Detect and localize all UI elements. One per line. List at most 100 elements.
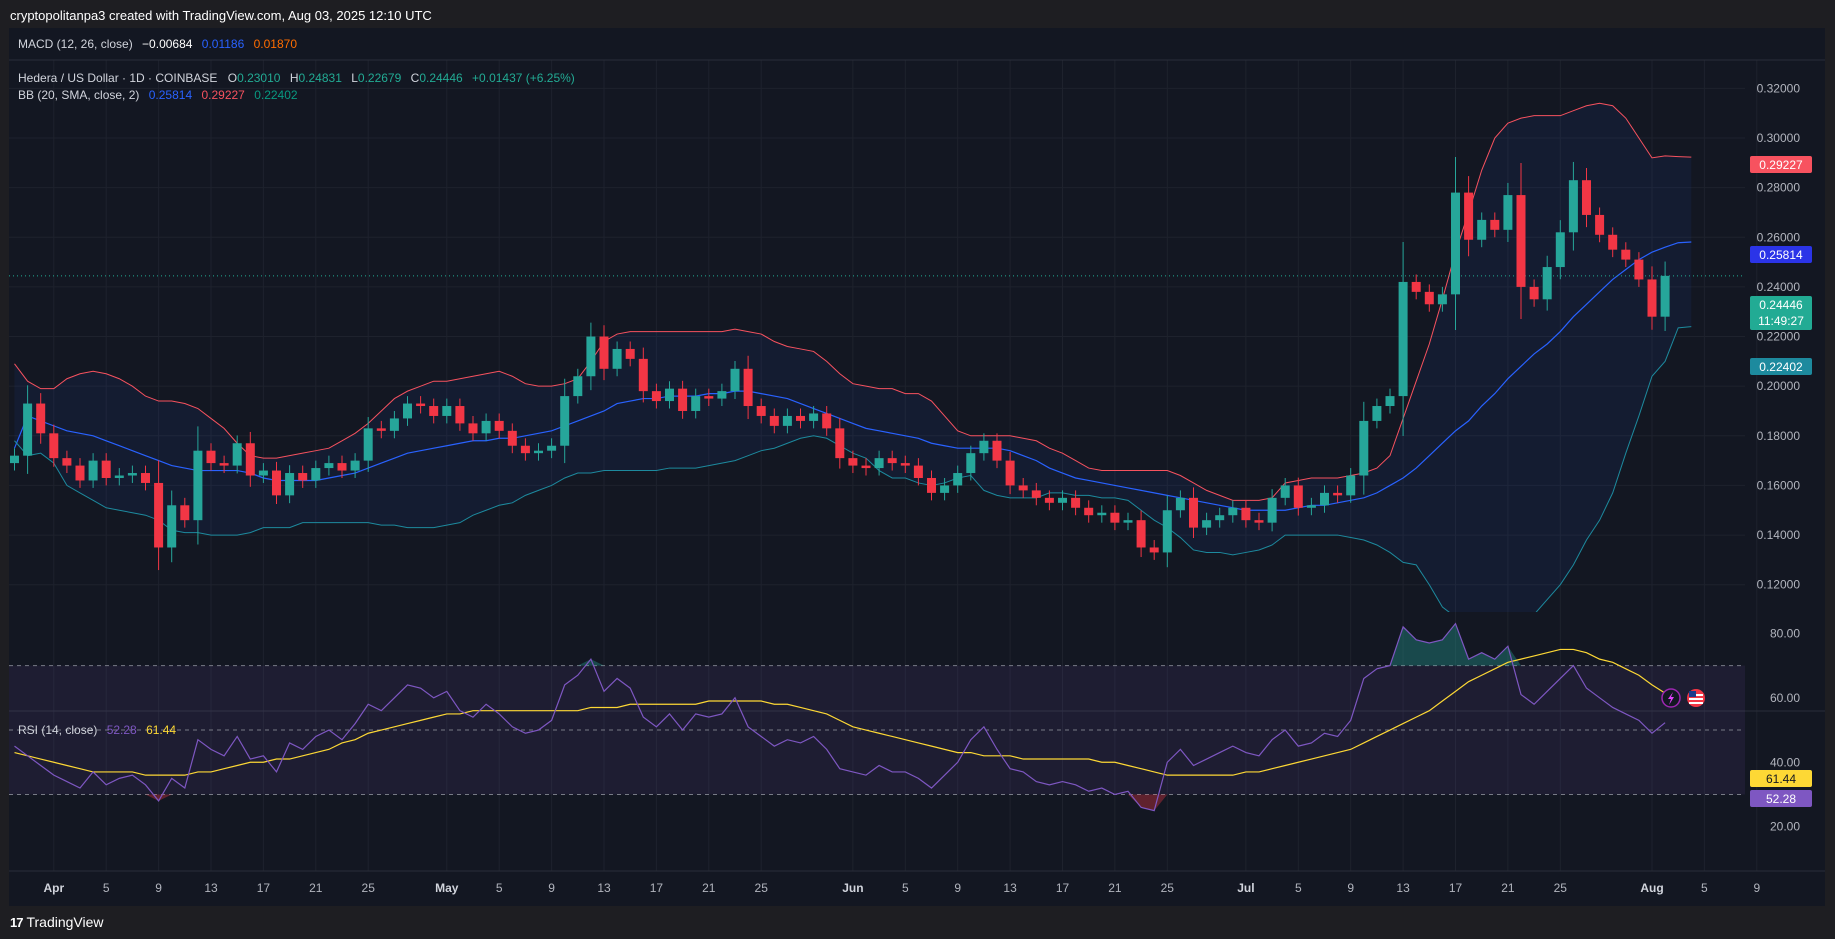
candle-body [1162,510,1172,553]
candle-body [1647,279,1657,317]
time-tick-label: Jul [1237,881,1254,895]
candle-body [376,428,386,431]
badge-lower: 0.22402 [1750,358,1812,375]
rsi-label: RSI (14, close) [18,723,97,737]
badge-rsi-ma-text: 61.44 [1766,772,1796,786]
rsi-line [14,622,1666,812]
rsi-legend[interactable]: RSI (14, close) 52.28 61.44 [18,723,176,737]
price-axis[interactable]: 0.32000 0.30000 0.28000 0.26000 0.24000 0.220… [1757,81,1801,591]
candle-body [1634,259,1644,280]
chart-area[interactable]: 0.32000 0.30000 0.28000 0.26000 0.24000 0.220… [0,28,1835,906]
price-tick-label: 0.18000 [1757,429,1801,443]
candle-body [49,433,59,459]
rsi-overbought-fill [14,623,1666,666]
candle-body [416,403,426,407]
candle-body [874,458,884,469]
candle-body [1595,214,1605,235]
candles [10,156,1670,571]
bb-upper-value: 0.29227 [201,88,245,102]
badge-rsi: 52.28 [1750,790,1812,807]
candle-body [678,388,688,411]
caption-bar: cryptopolitanpa3 created with TradingVie… [0,0,1835,28]
candle-body [625,348,635,359]
svg-text:RSI (14, close) 52.28: RSI (14, close) 52.28 61.44 [18,723,176,737]
time-tick-label: 9 [155,881,162,895]
macd-signal: 0.01186 [202,37,245,51]
candle-body [717,391,727,399]
candle-body [1202,520,1212,528]
badge-basis: 0.25814 [1750,246,1812,263]
candle-body [1424,291,1434,305]
price-tick-label: 0.24000 [1757,280,1801,294]
candle-body [1359,420,1369,476]
badge-price: 0.24446 11:49:27 [1750,296,1812,330]
lightning-icon[interactable] [1661,688,1681,708]
bb-legend[interactable]: BB (20, SMA, close, 2) 0.25814 0.29227 0… [18,88,298,102]
time-tick-label: 9 [1753,881,1760,895]
candle-body [494,420,504,431]
candle-body [1477,219,1487,240]
candle-body [1464,192,1474,240]
macd-legend[interactable]: MACD (12, 26, close) −0.00684 0.01186 0.… [18,37,297,51]
candle-body [586,336,596,377]
price-tick-label: 0.28000 [1757,181,1801,195]
rsi-axis[interactable]: 80.00 60.00 40.00 20.00 [1770,626,1800,833]
candle-body [507,430,517,446]
candle-body [612,348,622,369]
candle-body [1346,475,1356,496]
candle-body [337,463,347,471]
time-tick-label: Jun [842,881,863,895]
rsi-tick-label: 80.00 [1770,626,1800,640]
badge-upper-text: 0.29227 [1759,158,1803,172]
time-tick-label: 9 [1347,881,1354,895]
time-tick-label: 17 [650,881,664,895]
candle-body [1058,497,1067,503]
bollinger-band-fill [14,103,1692,612]
time-tick-label: 13 [1396,881,1410,895]
ohlc-legend[interactable]: Hedera / US Dollar · 1D · COINBASE O0.23… [18,71,575,85]
candle-body [1293,485,1303,508]
badge-basis-text: 0.25814 [1759,248,1803,262]
candle-body [10,455,19,464]
rsi-tick-label: 20.00 [1770,820,1800,834]
tradingview-wordmark: TradingView [26,914,104,930]
candle-body [62,458,72,466]
candle-body [756,406,766,416]
candle-body [1437,294,1447,305]
macd-value: −0.00684 [142,37,193,51]
candle-body [1097,512,1107,516]
candle-body [1123,520,1133,523]
candle-body [285,473,295,496]
us-flag-icon[interactable] [1687,689,1705,707]
tradingview-brand[interactable]: 17 TradingView [10,914,104,930]
time-tick-label: May [435,881,459,895]
time-tick-label: 25 [1161,881,1175,895]
candle-body [1228,507,1238,516]
candle-body [1503,195,1513,230]
time-axis[interactable]: Apr 5 9 13 17 21 25 May 5 9 13 17 21 25 Jun 5 9 13 17 21 25 J… [43,881,1760,895]
candle-body [258,470,268,476]
candle-body [743,368,753,407]
price-tick-label: 0.30000 [1757,131,1801,145]
candle-body [23,403,33,456]
time-tick-label: 13 [204,881,218,895]
candle-body [940,485,950,493]
time-tick-label: 9 [954,881,961,895]
time-tick-label: Apr [43,881,64,895]
tradingview-logo-icon: 17 [10,914,24,930]
time-tick-label: 5 [1701,881,1708,895]
time-tick-label: 17 [1449,881,1463,895]
candle-body [114,475,124,478]
candle-body [966,453,976,474]
time-tick-label: 21 [1108,881,1122,895]
time-tick-label: 5 [1295,881,1302,895]
candle-body [232,443,242,466]
candle-body [1385,396,1395,407]
candle-body [1542,267,1552,300]
candle-body [180,505,190,521]
rsi-value: 52.28 [107,723,137,737]
rsi-pane [9,622,1745,812]
badge-rsi-ma: 61.44 [1750,770,1812,787]
candle-body [442,406,452,416]
grid [9,60,1758,871]
